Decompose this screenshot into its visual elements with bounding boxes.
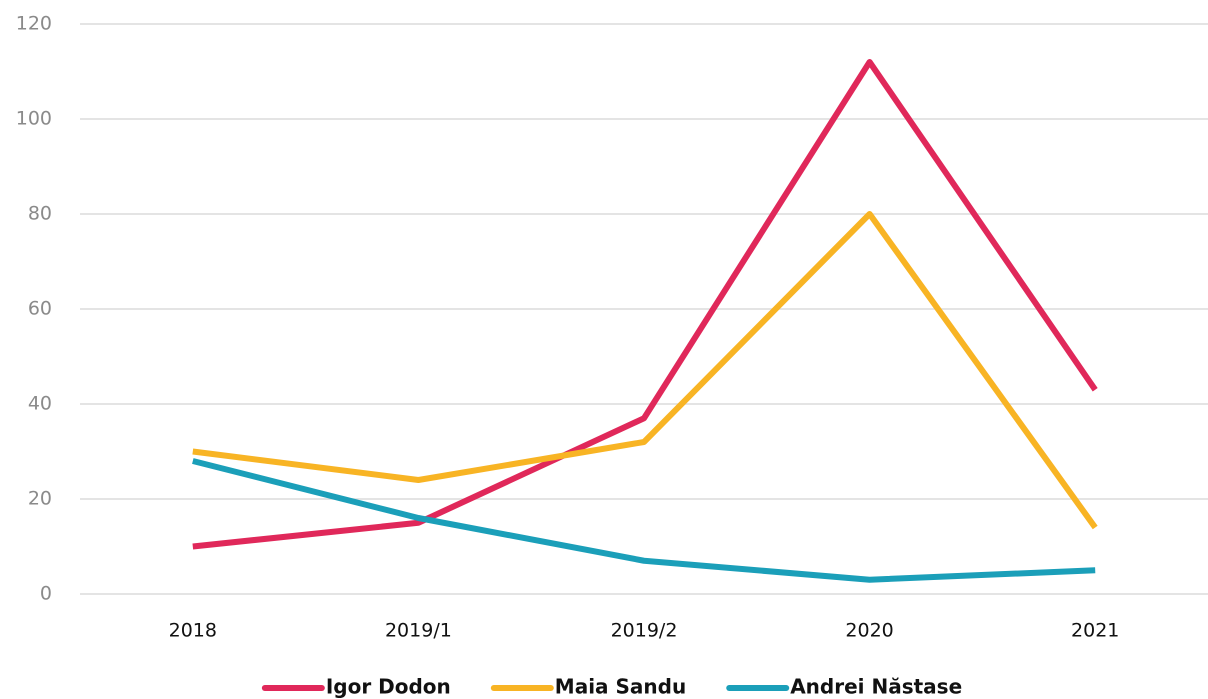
legend-label: Andrei Năstase — [790, 675, 962, 699]
series-line — [192, 59, 1098, 550]
x-tick-label: 2019/1 — [385, 620, 452, 642]
y-tick-label: 40 — [28, 393, 52, 415]
x-tick-label: 2020 — [845, 620, 893, 642]
x-tick-label: 2018 — [169, 620, 217, 642]
y-tick-label: 0 — [40, 583, 52, 605]
series-line — [192, 211, 1098, 530]
legend-label: Igor Dodon — [326, 675, 451, 699]
y-tick-label: 120 — [16, 13, 52, 35]
y-tick-label: 20 — [28, 488, 52, 510]
y-tick-label: 80 — [28, 203, 52, 225]
x-tick-label: 2019/2 — [611, 620, 678, 642]
y-tick-label: 60 — [28, 298, 52, 320]
y-tick-label: 100 — [16, 108, 52, 130]
legend-label: Maia Sandu — [555, 675, 686, 699]
series-line — [192, 458, 1096, 583]
x-tick-label: 2021 — [1071, 620, 1119, 642]
